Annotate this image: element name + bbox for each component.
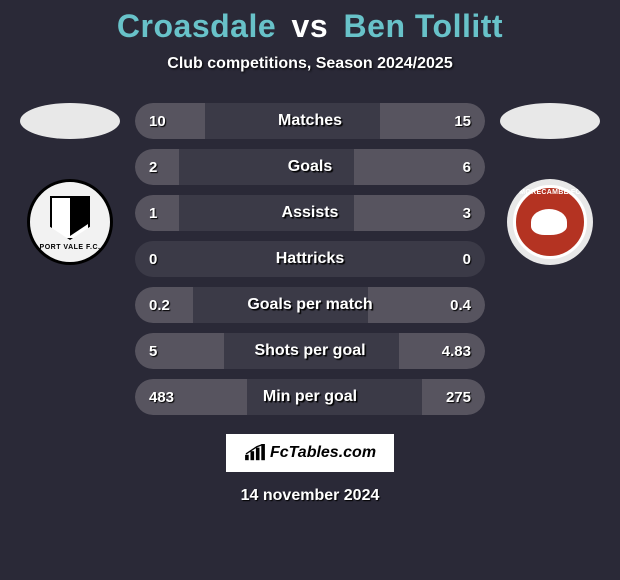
stat-label: Goals per match — [247, 296, 372, 314]
player1-club-label: PORT VALE F.C. — [40, 244, 101, 252]
date-label: 14 november 2024 — [0, 487, 620, 505]
stat-label: Shots per goal — [254, 342, 365, 360]
stat-value-right: 6 — [463, 159, 471, 176]
page-title: Croasdale vs Ben Tollitt — [0, 8, 620, 45]
stat-row: 2 Goals 6 — [135, 149, 485, 185]
stats-list: 10 Matches 15 2 Goals 6 1 Assists 3 0 Hattricks 0 0.… — [135, 103, 485, 415]
stat-label: Goals — [288, 158, 332, 176]
player2-club-label: MORECAMBE FC — [519, 189, 581, 197]
stat-value-left: 1 — [149, 205, 157, 222]
stat-value-left: 2 — [149, 159, 157, 176]
stat-row: 1 Assists 3 — [135, 195, 485, 231]
player1-club-crest: PORT VALE F.C. — [27, 179, 113, 265]
subtitle: Club competitions, Season 2024/2025 — [0, 55, 620, 73]
player2-club-crest: MORECAMBE FC — [507, 179, 593, 265]
stat-bar-left — [135, 103, 205, 139]
stat-value-right: 0 — [463, 251, 471, 268]
stat-value-left: 0 — [149, 251, 157, 268]
left-column: PORT VALE F.C. — [5, 103, 135, 415]
stat-label: Hattricks — [276, 250, 344, 268]
stat-row: 10 Matches 15 — [135, 103, 485, 139]
player2-name: Ben Tollitt — [344, 8, 504, 44]
stat-row: 0.2 Goals per match 0.4 — [135, 287, 485, 323]
stat-label: Matches — [278, 112, 342, 130]
comparison-body: PORT VALE F.C. 10 Matches 15 2 Goals 6 1 Assist… — [0, 103, 620, 415]
stat-row: 0 Hattricks 0 — [135, 241, 485, 277]
right-column: MORECAMBE FC — [485, 103, 615, 415]
stat-value-left: 5 — [149, 343, 157, 360]
stat-value-right: 275 — [446, 389, 471, 406]
vs-separator: vs — [292, 8, 329, 44]
stat-value-left: 10 — [149, 113, 166, 130]
brand-badge[interactable]: FcTables.com — [225, 433, 395, 473]
brand-chart-icon — [244, 444, 266, 462]
stat-label: Min per goal — [263, 388, 357, 406]
player2-avatar-placeholder — [500, 103, 600, 139]
player1-name: Croasdale — [117, 8, 276, 44]
player1-avatar-placeholder — [20, 103, 120, 139]
stat-value-left: 483 — [149, 389, 174, 406]
comparison-card: Croasdale vs Ben Tollitt Club competitio… — [0, 0, 620, 580]
stat-value-right: 15 — [454, 113, 471, 130]
stat-label: Assists — [282, 204, 339, 222]
stat-value-left: 0.2 — [149, 297, 170, 314]
stat-value-right: 0.4 — [450, 297, 471, 314]
stat-value-right: 4.83 — [442, 343, 471, 360]
stat-row: 5 Shots per goal 4.83 — [135, 333, 485, 369]
brand-text: FcTables.com — [270, 444, 376, 462]
stat-value-right: 3 — [463, 205, 471, 222]
stat-row: 483 Min per goal 275 — [135, 379, 485, 415]
